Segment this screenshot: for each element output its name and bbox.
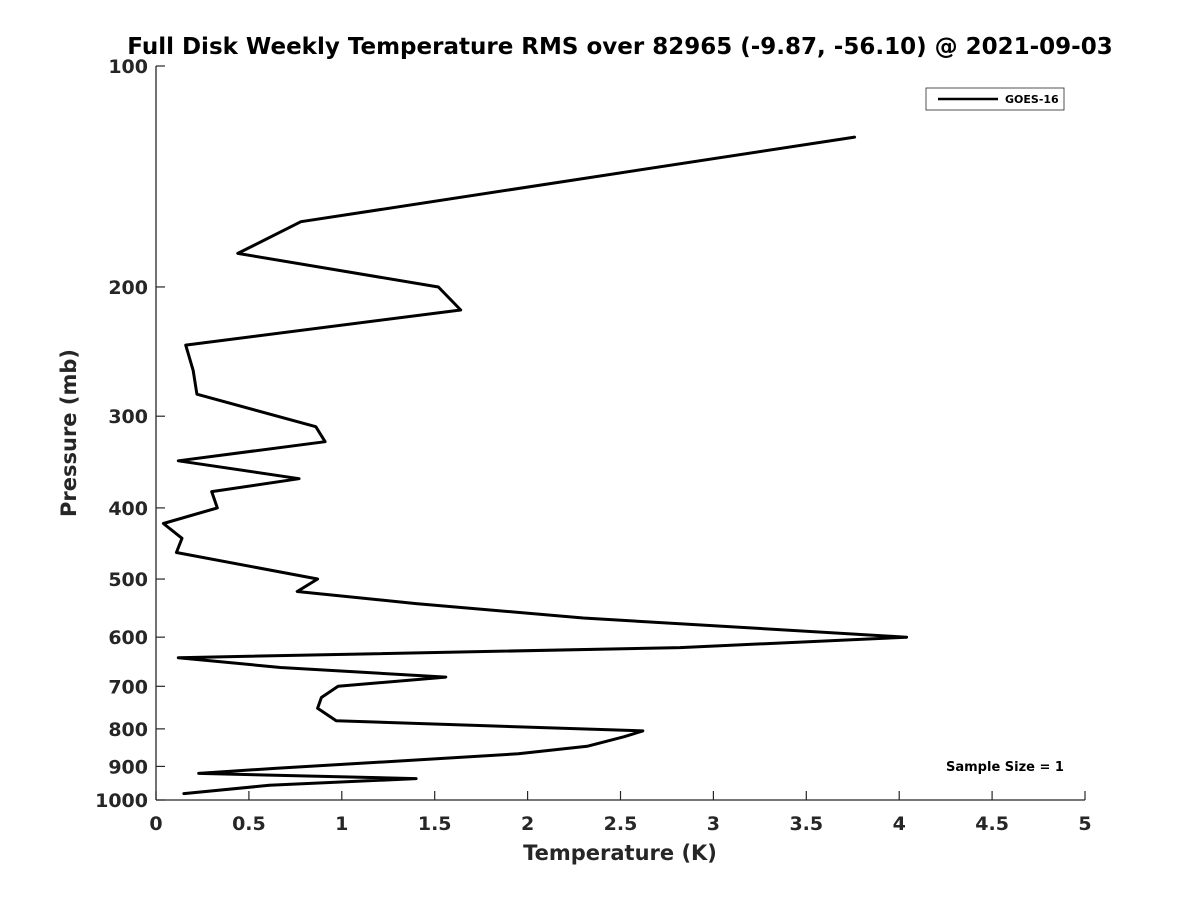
y-axis-title: Pressure (mb) [57, 349, 81, 517]
x-tick-label: 0 [149, 813, 162, 835]
x-tick-label: 2 [521, 813, 534, 835]
series-line-goes-16 [161, 135, 909, 796]
legend-label-goes-16: GOES-16 [1005, 93, 1059, 106]
y-tick-label: 100 [108, 56, 148, 78]
y-tick-label: 900 [108, 756, 148, 778]
x-tick-label: 5 [1078, 813, 1091, 835]
legend: GOES-16 [925, 87, 1065, 111]
sample-size-annotation: Sample Size = 1 [946, 760, 1064, 775]
y-tick-label: 1000 [95, 790, 148, 812]
x-axis-title: Temperature (K) [523, 841, 717, 865]
series-layer [161, 135, 909, 796]
x-tick-label: 3 [707, 813, 720, 835]
x-tick-label: 4.5 [975, 813, 1009, 835]
x-tick-label: 0.5 [232, 813, 266, 835]
y-tick-label: 400 [108, 498, 148, 520]
y-tick-label: 800 [108, 719, 148, 741]
y-tick-label: 300 [108, 406, 148, 428]
y-axis-ticks: 100 200 300 400 500 600 700 800 900 1000 [95, 56, 165, 812]
x-axis-ticks: 0 0.5 1 1.5 2 2.5 3 3.5 4 4.5 5 [149, 791, 1092, 835]
x-tick-label: 4 [893, 813, 906, 835]
y-tick-label: 200 [108, 277, 148, 299]
x-tick-label: 3.5 [789, 813, 823, 835]
y-tick-label: 600 [108, 627, 148, 649]
x-tick-label: 1 [335, 813, 348, 835]
x-tick-label: 1.5 [418, 813, 452, 835]
chart-title: Full Disk Weekly Temperature RMS over 82… [127, 34, 1113, 60]
y-tick-label: 500 [108, 569, 148, 591]
axes [155, 66, 1085, 801]
x-tick-label: 2.5 [604, 813, 638, 835]
y-tick-label: 700 [108, 676, 148, 698]
